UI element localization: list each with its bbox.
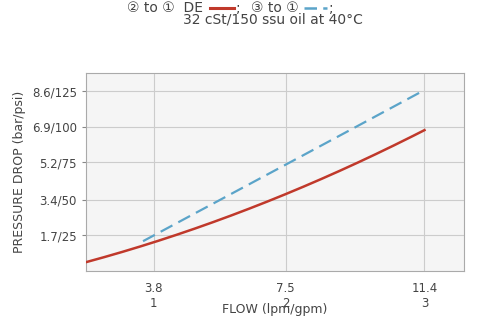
Text: 7.5: 7.5 bbox=[276, 282, 295, 295]
Text: ;: ; bbox=[236, 1, 240, 15]
Text: 3.8: 3.8 bbox=[144, 282, 163, 295]
Text: ;: ; bbox=[329, 1, 334, 15]
X-axis label: FLOW (lpm/gpm): FLOW (lpm/gpm) bbox=[222, 303, 327, 316]
Text: 2: 2 bbox=[282, 297, 289, 310]
Text: 11.4: 11.4 bbox=[412, 282, 437, 295]
Text: 32 cSt/150 ssu oil at 40°C: 32 cSt/150 ssu oil at 40°C bbox=[183, 13, 362, 26]
Text: 3: 3 bbox=[421, 297, 428, 310]
Text: 1: 1 bbox=[150, 297, 157, 310]
Y-axis label: PRESSURE DROP (bar/psi): PRESSURE DROP (bar/psi) bbox=[13, 90, 26, 253]
Text: ② to ①  DE: ② to ① DE bbox=[127, 1, 203, 15]
Text: ③ to ①: ③ to ① bbox=[251, 1, 299, 15]
